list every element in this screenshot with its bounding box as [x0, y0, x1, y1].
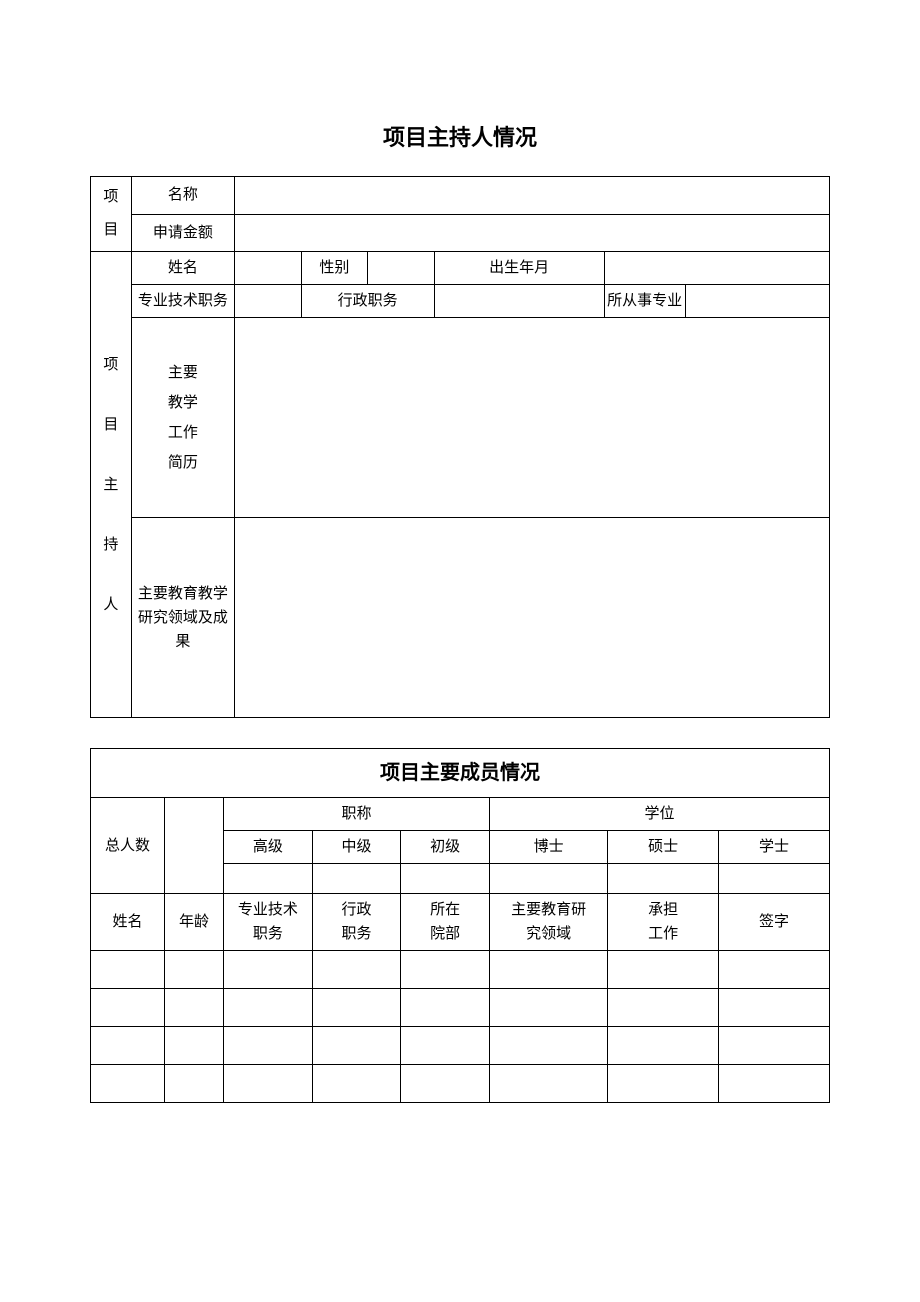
- member-task[interactable]: [608, 1065, 719, 1103]
- member-name-header: 姓名: [91, 894, 165, 951]
- junior-label: 初级: [401, 831, 490, 864]
- admin-label: 行政职务: [301, 285, 434, 318]
- member-research[interactable]: [490, 1027, 608, 1065]
- phd-label: 博士: [490, 831, 608, 864]
- member-tech-header: 专业技术 职务: [224, 894, 313, 951]
- member-dept-header: 所在 院部: [401, 894, 490, 951]
- member-sign[interactable]: [719, 1027, 830, 1065]
- member-research[interactable]: [490, 951, 608, 989]
- total-blank[interactable]: [164, 798, 223, 894]
- table-row: [91, 1027, 830, 1065]
- member-sign[interactable]: [719, 1065, 830, 1103]
- gender-label: 性别: [301, 252, 368, 285]
- birth-label: 出生年月: [434, 252, 604, 285]
- section2-title: 项目主要成员情况: [91, 749, 829, 797]
- project-label: 项 目: [91, 177, 132, 252]
- table-row: [91, 951, 830, 989]
- member-name[interactable]: [91, 1065, 165, 1103]
- tech-title-value[interactable]: [235, 285, 302, 318]
- member-admin[interactable]: [312, 951, 401, 989]
- member-task[interactable]: [608, 989, 719, 1027]
- member-admin[interactable]: [312, 1065, 401, 1103]
- junior-value[interactable]: [401, 864, 490, 894]
- tech-title-label: 专业技术职务: [131, 285, 234, 318]
- name-label: 名称: [131, 177, 234, 215]
- member-sign[interactable]: [719, 989, 830, 1027]
- person-name-value[interactable]: [235, 252, 302, 285]
- member-dept[interactable]: [401, 1065, 490, 1103]
- mid-label: 中级: [312, 831, 401, 864]
- title-group-label: 职称: [224, 798, 490, 831]
- member-dept[interactable]: [401, 1027, 490, 1065]
- member-sign-header: 签字: [719, 894, 830, 951]
- member-research-header: 主要教育研 究领域: [490, 894, 608, 951]
- member-task[interactable]: [608, 1027, 719, 1065]
- major-label: 所从事专业: [604, 285, 685, 318]
- member-age[interactable]: [164, 1065, 223, 1103]
- name-value[interactable]: [235, 177, 830, 215]
- host-label: 项 目 主 持 人: [91, 252, 132, 718]
- member-tech[interactable]: [224, 951, 313, 989]
- table-row: [91, 1065, 830, 1103]
- member-dept[interactable]: [401, 951, 490, 989]
- master-label: 硕士: [608, 831, 719, 864]
- member-admin-header: 行政 职务: [312, 894, 401, 951]
- phd-value[interactable]: [490, 864, 608, 894]
- degree-group-label: 学位: [490, 798, 830, 831]
- gender-value[interactable]: [368, 252, 435, 285]
- senior-value[interactable]: [224, 864, 313, 894]
- member-sign[interactable]: [719, 951, 830, 989]
- mid-value[interactable]: [312, 864, 401, 894]
- member-name[interactable]: [91, 989, 165, 1027]
- member-admin[interactable]: [312, 1027, 401, 1065]
- host-info-table: 项 目 名称 申请金额 项 目 主 持 人 姓名 性别 出生年月 专业技术职务 …: [90, 176, 830, 718]
- bachelor-label: 学士: [719, 831, 830, 864]
- member-tech[interactable]: [224, 1065, 313, 1103]
- major-value[interactable]: [685, 285, 829, 318]
- research-label: 主要教育教学研究领域及成果: [131, 518, 234, 718]
- member-age[interactable]: [164, 1027, 223, 1065]
- master-value[interactable]: [608, 864, 719, 894]
- member-name[interactable]: [91, 951, 165, 989]
- member-research[interactable]: [490, 989, 608, 1027]
- birth-value[interactable]: [604, 252, 829, 285]
- member-dept[interactable]: [401, 989, 490, 1027]
- member-admin[interactable]: [312, 989, 401, 1027]
- member-research[interactable]: [490, 1065, 608, 1103]
- member-tech[interactable]: [224, 1027, 313, 1065]
- table-row: [91, 989, 830, 1027]
- research-value[interactable]: [235, 518, 830, 718]
- admin-value[interactable]: [434, 285, 604, 318]
- member-age[interactable]: [164, 951, 223, 989]
- amount-value[interactable]: [235, 214, 830, 252]
- member-task[interactable]: [608, 951, 719, 989]
- member-task-header: 承担 工作: [608, 894, 719, 951]
- senior-label: 高级: [224, 831, 313, 864]
- member-name[interactable]: [91, 1027, 165, 1065]
- total-label: 总人数: [91, 798, 165, 894]
- bachelor-value[interactable]: [719, 864, 830, 894]
- resume-value[interactable]: [235, 318, 830, 518]
- section1-title: 项目主持人情况: [90, 120, 830, 152]
- resume-label: 主要 教学 工作 简历: [131, 318, 234, 518]
- member-tech[interactable]: [224, 989, 313, 1027]
- member-age[interactable]: [164, 989, 223, 1027]
- member-age-header: 年龄: [164, 894, 223, 951]
- amount-label: 申请金额: [131, 214, 234, 252]
- person-name-label: 姓名: [131, 252, 234, 285]
- members-table: 项目主要成员情况 总人数 职称 学位 高级 中级 初级 博士 硕士 学士 姓名 …: [90, 748, 830, 1103]
